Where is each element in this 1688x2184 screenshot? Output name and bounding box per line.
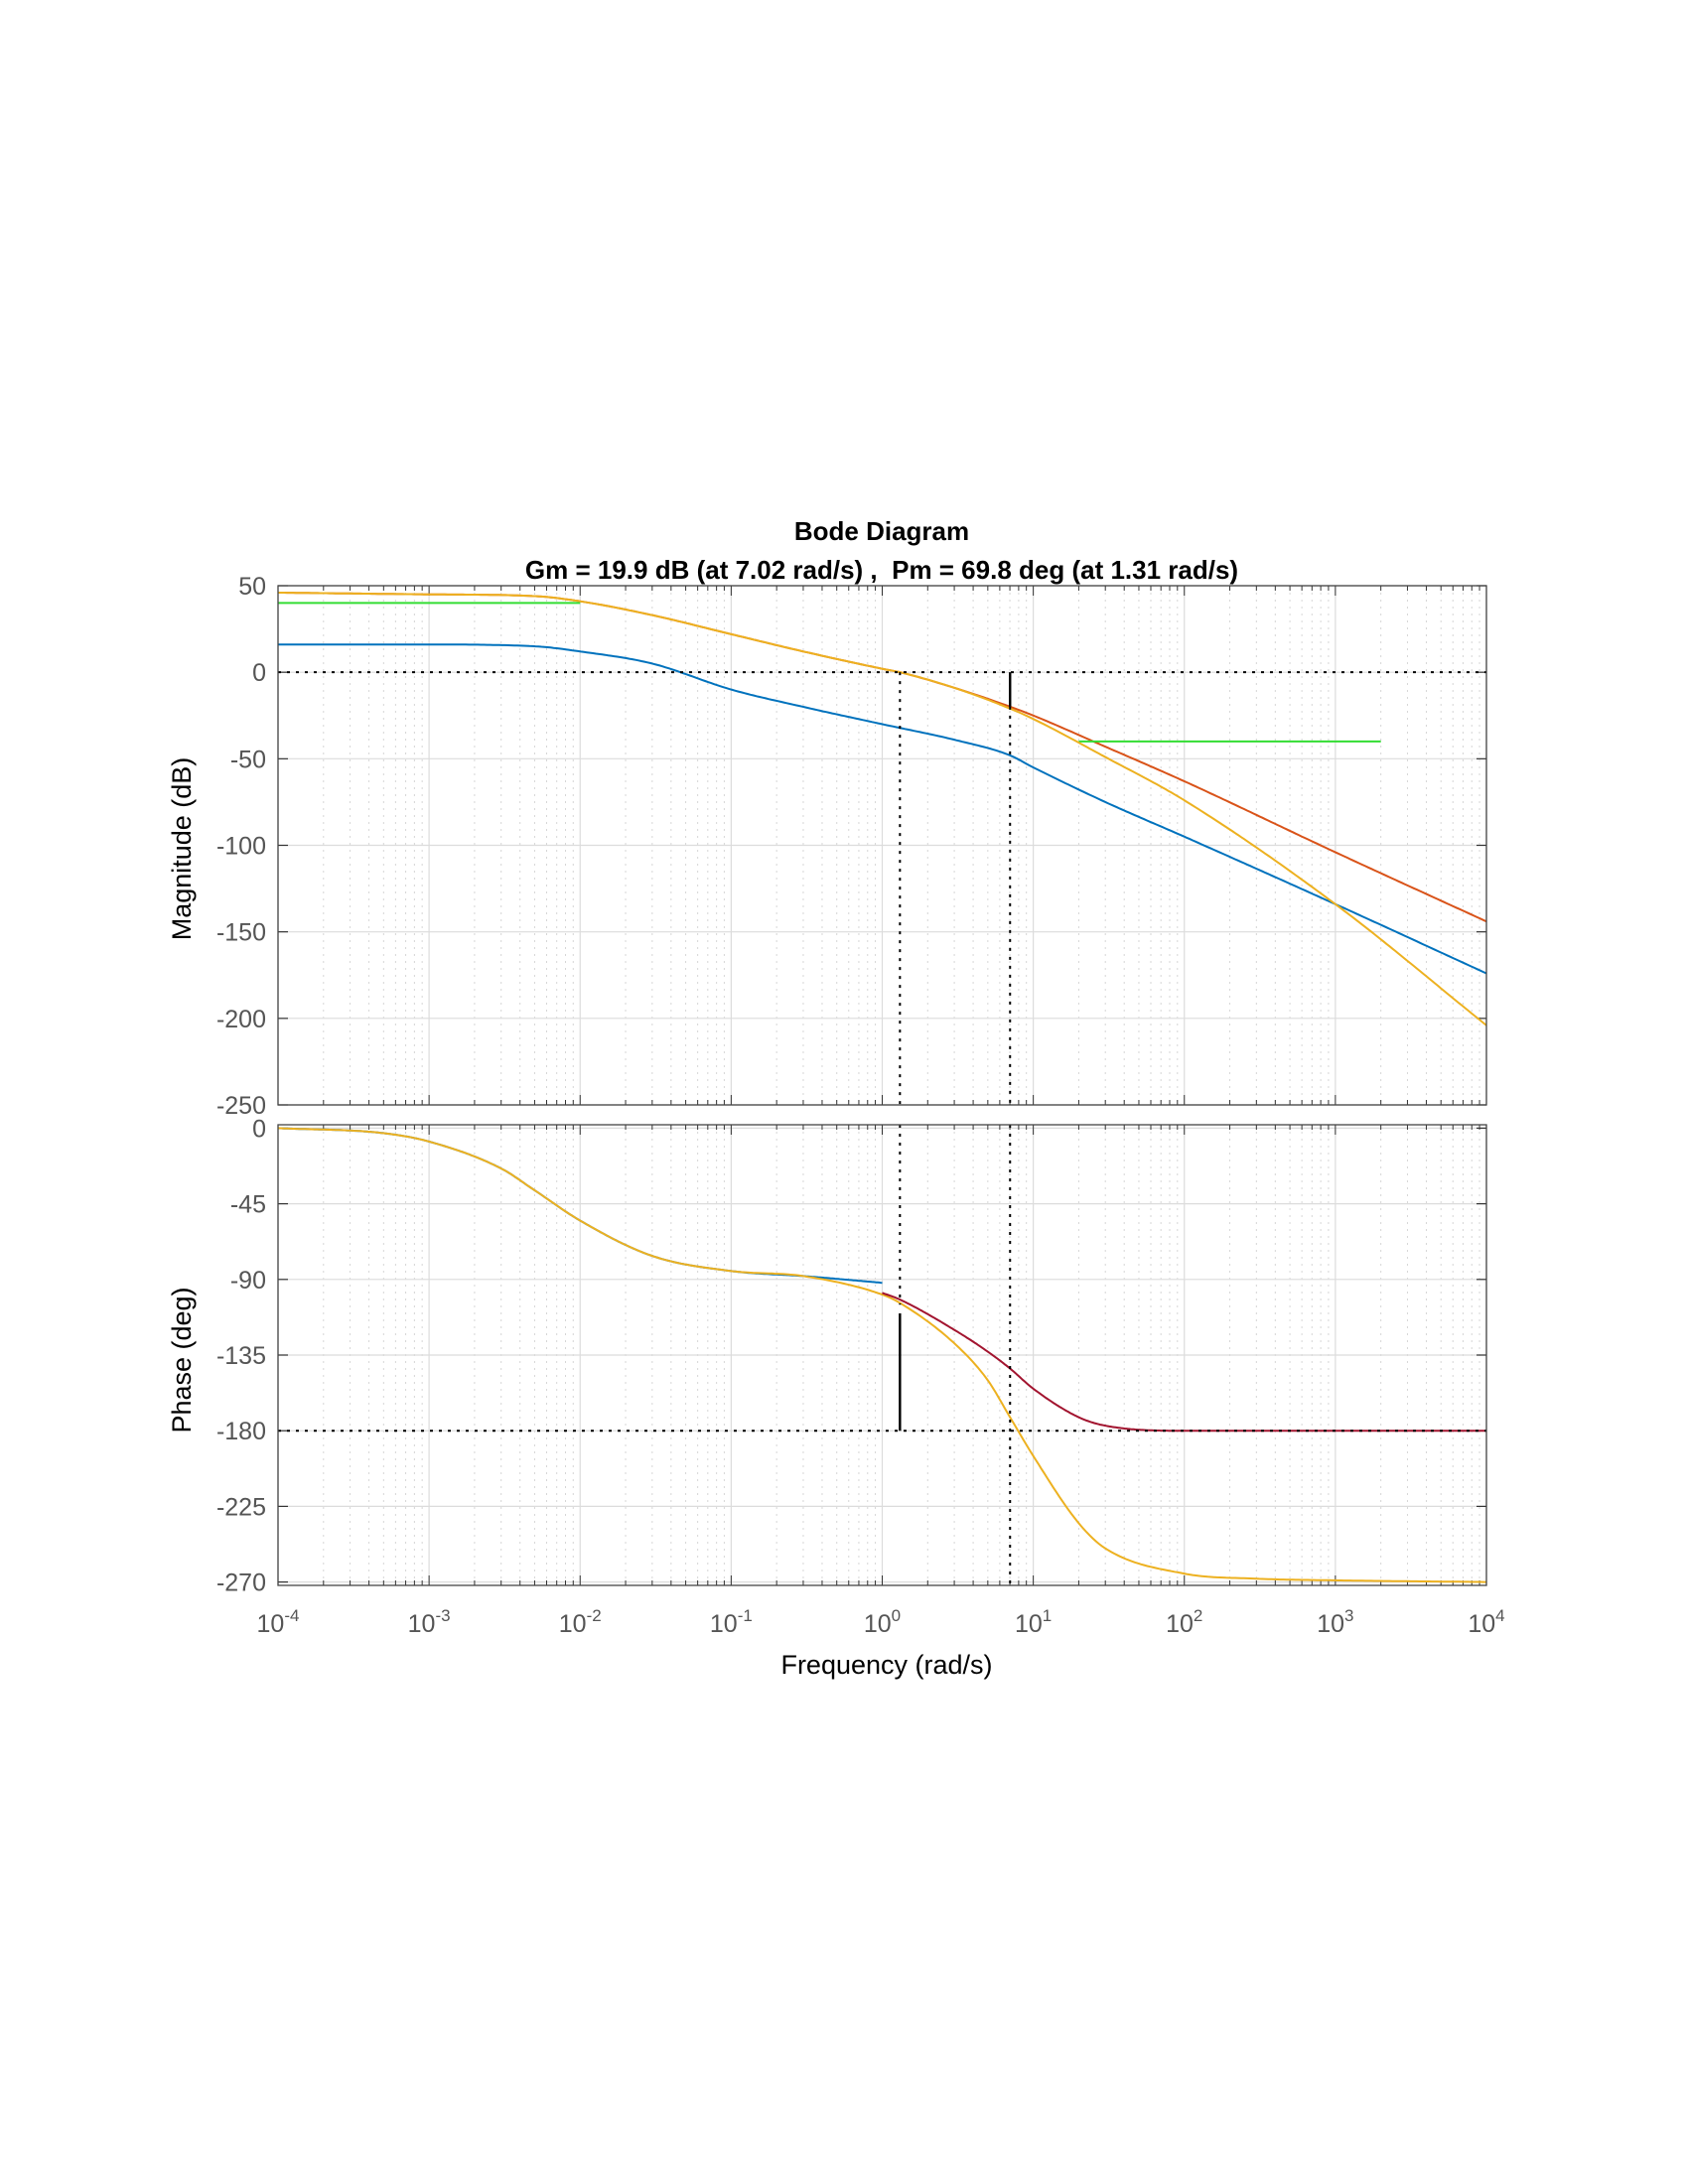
magnitude-axis-label: Magnitude (dB) <box>167 757 197 941</box>
phase-series-orange-2 <box>278 1127 1486 1583</box>
magnitude-series-blue-0 <box>278 643 1486 975</box>
magnitude-panel: 50 0 -50 -100 -150 -200 -250 <box>216 573 1487 1120</box>
magnitude-axes-frame <box>277 585 1487 1106</box>
phase-ytick-label: -135 <box>216 1342 266 1370</box>
x-tick-label: 104 <box>1468 1606 1504 1638</box>
magnitude-ytick-label: -150 <box>216 919 266 947</box>
phase-series-group <box>278 1127 1486 1583</box>
phase-panel: 0 -45 -90 -135 -180 -225 -270 <box>216 1115 1487 1597</box>
magnitude-ytick-label: 50 <box>238 573 266 601</box>
x-tick-label: 102 <box>1166 1606 1202 1638</box>
phase-series-phase_dark-1 <box>882 1292 1486 1433</box>
magnitude-ytick-label: -50 <box>230 746 266 773</box>
phase-ytick-label: -225 <box>216 1493 266 1521</box>
magnitude-series-orange-2 <box>278 592 1486 1026</box>
magnitude-ytick-label: 0 <box>252 659 266 687</box>
x-axis-label: Frequency (rad/s) <box>780 1650 992 1680</box>
magnitude-ytick-label: -100 <box>216 833 266 861</box>
phase-ytick-label: 0 <box>252 1115 266 1143</box>
x-tick-label: 10-4 <box>257 1606 300 1638</box>
magnitude-ytick-label: -250 <box>216 1092 266 1120</box>
x-tick-label: 101 <box>1015 1606 1052 1638</box>
x-tick-label: 10-2 <box>559 1606 602 1638</box>
chart-subtitle: Gm = 19.9 dB (at 7.02 rad/s) , Pm = 69.8… <box>525 555 1238 585</box>
magnitude-series-group <box>278 592 1486 1026</box>
magnitude-ytick-label: -200 <box>216 1006 266 1033</box>
x-tick-label: 10-1 <box>710 1606 753 1638</box>
phase-ytick-label: -180 <box>216 1418 266 1445</box>
x-tick-label: 103 <box>1317 1606 1353 1638</box>
x-tick-label: 10-3 <box>408 1606 451 1638</box>
phase-axis-label: Phase (deg) <box>167 1287 197 1433</box>
x-tick-labels: 10-4 10-3 10-2 10-1 100 101 102 103 104 <box>257 1606 1505 1638</box>
phase-axes-frame <box>277 1124 1487 1586</box>
x-tick-label: 100 <box>864 1606 901 1638</box>
phase-ytick-label: -90 <box>230 1267 266 1295</box>
phase-ytick-label: -45 <box>230 1191 266 1219</box>
chart-title: Bode Diagram <box>794 516 969 546</box>
phase-ytick-label: -270 <box>216 1570 266 1597</box>
